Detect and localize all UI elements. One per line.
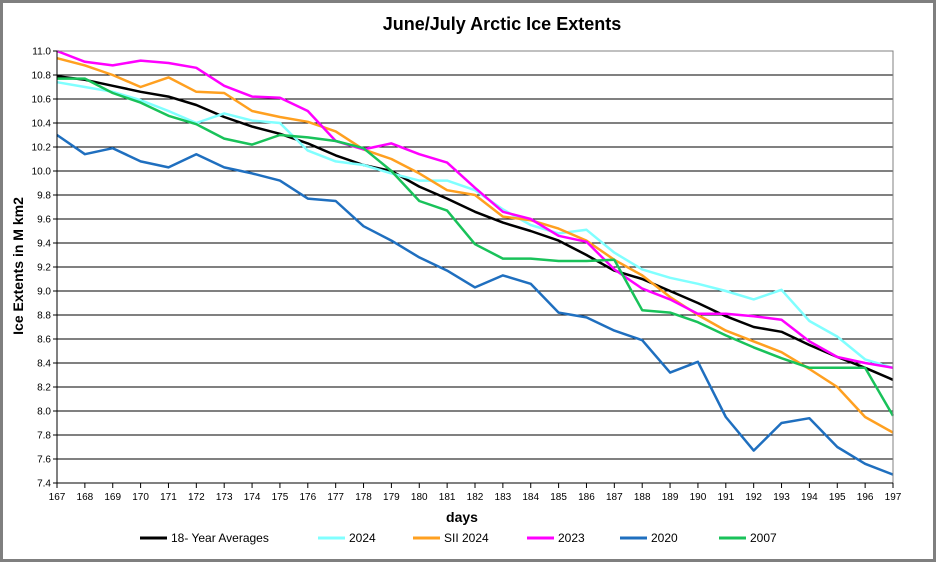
x-tick-label: 176: [299, 492, 316, 503]
x-tick-label: 185: [550, 492, 567, 503]
y-tick-label: 9.2: [37, 263, 51, 274]
x-tick-label: 187: [606, 492, 623, 503]
y-tick-label: 7.8: [37, 431, 51, 442]
x-tick-label: 183: [495, 492, 512, 503]
x-tick-label: 169: [104, 492, 121, 503]
x-tick-label: 197: [885, 492, 902, 503]
y-tick-label: 9.6: [37, 215, 51, 226]
legend-label: 18- Year Averages: [171, 531, 269, 545]
x-tick-label: 182: [467, 492, 484, 503]
x-tick-label: 188: [634, 492, 651, 503]
x-tick-label: 196: [857, 492, 874, 503]
x-tick-label: 180: [411, 492, 428, 503]
legend-label: 2020: [651, 531, 678, 545]
series-lines: [56, 49, 895, 476]
x-axis-label: days: [446, 509, 478, 525]
series-line-2020: [56, 133, 894, 476]
x-tick-label: 174: [244, 492, 261, 503]
legend-item-18-year-averages: 18- Year Averages: [140, 531, 269, 545]
legend-label: SII 2024: [444, 531, 489, 545]
series-line-2023: [56, 49, 894, 370]
chart-title: June/July Arctic Ice Extents: [383, 14, 621, 34]
x-tick-label: 189: [662, 492, 679, 503]
y-tick-label: 8.6: [37, 335, 51, 346]
x-tick-label: 171: [160, 492, 177, 503]
y-tick-label: 10.4: [32, 119, 52, 130]
legend-item-sii-2024: SII 2024: [413, 531, 489, 545]
x-tick-label: 167: [49, 492, 66, 503]
series-line-sii-2024: [56, 56, 894, 434]
y-tick-label: 10.6: [32, 95, 52, 106]
y-axis-label: Ice Extents in M km2: [10, 197, 26, 335]
series-line-2024: [56, 80, 894, 369]
x-tick-label: 170: [132, 492, 149, 503]
x-tick-label: 168: [77, 492, 94, 503]
x-tick-label: 178: [355, 492, 372, 503]
x-tick-label: 191: [717, 492, 734, 503]
legend-label: 2024: [349, 531, 376, 545]
x-tick-label: 193: [773, 492, 790, 503]
legend-item-2007: 2007: [719, 531, 777, 545]
legend-label: 2023: [558, 531, 585, 545]
y-tick-label: 10.8: [32, 71, 52, 82]
x-tick-label: 190: [690, 492, 707, 503]
y-tick-label: 8.2: [37, 383, 51, 394]
x-tick-label: 192: [745, 492, 762, 503]
x-tick-label: 179: [383, 492, 400, 503]
gridlines: [57, 74, 893, 460]
legend-item-2023: 2023: [527, 531, 585, 545]
series-line-18-year-averages: [56, 74, 894, 381]
legend-item-2020: 2020: [620, 531, 678, 545]
x-tick-label: 184: [522, 492, 539, 503]
x-tick-label: 195: [829, 492, 846, 503]
x-tick-label: 175: [272, 492, 289, 503]
y-tick-label: 8.8: [37, 311, 51, 322]
y-tick-label: 10.2: [32, 143, 52, 154]
y-tick-label: 8.0: [37, 407, 51, 418]
x-tick-label: 173: [216, 492, 233, 503]
x-axis-ticks: 167 168 169 170 171 172 173 174 175 176 177 178 179 1…: [49, 482, 902, 503]
y-tick-label: 7.4: [37, 479, 51, 490]
legend-label: 2007: [750, 531, 777, 545]
y-tick-label: 9.8: [37, 191, 51, 202]
y-tick-label: 8.4: [37, 359, 51, 370]
y-tick-label: 9.0: [37, 287, 51, 298]
y-tick-label: 10.0: [32, 167, 52, 178]
y-axis-ticks: 7.4 7.6 7.8 8.0 8.2 8.4 8.6 8.8 9.0 9.2 9.4 9.6 9.8 1…: [32, 47, 58, 490]
legend: 18- Year Averages 2024 SII 2024 2023 2020 200…: [140, 531, 777, 545]
x-tick-label: 186: [578, 492, 595, 503]
series-line-2007: [57, 77, 895, 417]
x-tick-label: 181: [439, 492, 456, 503]
x-tick-label: 194: [801, 492, 818, 503]
x-tick-label: 177: [327, 492, 344, 503]
x-tick-label: 172: [188, 492, 205, 503]
y-tick-label: 11.0: [32, 47, 51, 58]
y-tick-label: 7.6: [37, 455, 51, 466]
legend-item-2024: 2024: [318, 531, 376, 545]
y-tick-label: 9.4: [37, 239, 51, 250]
